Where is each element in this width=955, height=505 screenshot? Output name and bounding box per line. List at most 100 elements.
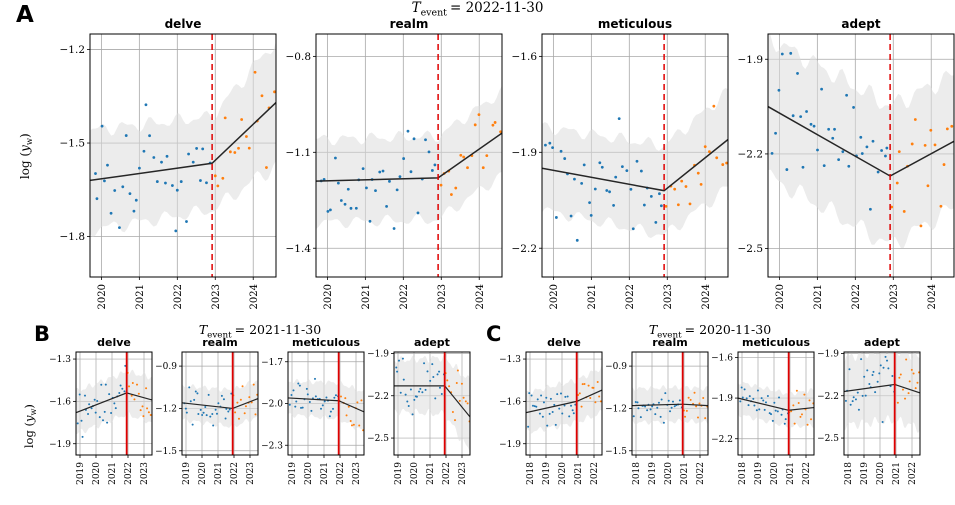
panel-a-label: A <box>16 2 34 28</box>
x-tick-label: 2021 <box>361 284 372 309</box>
y-tick-label: −1.6 <box>49 397 71 407</box>
x-tick-label: 2023 <box>663 284 674 309</box>
y-tick-label: −2.2 <box>512 243 538 255</box>
plot-area <box>738 381 814 428</box>
t-event-subscript-b: event <box>207 330 232 341</box>
x-tick-label: 2021 <box>320 462 330 485</box>
subplot-meticulous: meticulous −1.7 −2.0 −2.3 2019 2020 2021 2022 20… <box>261 336 365 485</box>
axes-border <box>631 351 709 456</box>
confidence-band <box>288 378 364 431</box>
scatter-points <box>739 386 814 426</box>
y-tick-label: −1.5 <box>155 447 177 457</box>
scatter-points <box>844 355 920 424</box>
axes-border <box>767 33 955 278</box>
x-tick-label: 2020 <box>664 462 674 485</box>
x-tick-label: 2018 <box>526 462 536 485</box>
y-tick-label: −2.0 <box>261 400 283 410</box>
scatter-points <box>544 104 728 242</box>
x-tick-label: 2019 <box>860 462 870 485</box>
panel-b-title: Tevent = 2021-11-30 <box>48 322 472 341</box>
y-tick-label: −2.2 <box>367 392 389 402</box>
x-tick-label: 2022 <box>173 284 184 309</box>
panel-b-charts: delve −1.3 −1.6 −1.9 2019 2020 2021 2022 2023 rea… <box>48 336 472 501</box>
y-tick-label: −2.2 <box>738 148 764 160</box>
y-tick-label: −1.6 <box>512 51 538 63</box>
t-event-date-a: = 2022-11-30 <box>449 0 544 16</box>
y-tick-label: −1.9 <box>49 440 71 450</box>
x-tick-label: 2024 <box>927 284 938 309</box>
scatter-points <box>527 380 602 428</box>
confidence-band <box>76 369 152 435</box>
plot-area <box>844 352 920 434</box>
panel-B: B Tevent = 2021-11-30 log (yw) delve −1.3 −… <box>0 322 486 505</box>
x-tick-label: 2022 <box>124 462 134 485</box>
x-tick-label: 2022 <box>590 462 600 485</box>
y-tick-label: −1.3 <box>499 355 521 365</box>
plot-area <box>90 41 276 237</box>
scatter-points <box>94 70 276 233</box>
confidence-band <box>394 354 470 455</box>
trend-line <box>90 101 276 182</box>
subplot-delve: delve −1.3 −1.6 −1.9 2019 2020 2021 2022 2023 <box>49 336 153 485</box>
x-tick-label: 2021 <box>135 284 146 309</box>
x-tick-label: 2024 <box>249 284 260 309</box>
axes-border <box>843 351 921 456</box>
x-tick-label: 2018 <box>738 462 748 485</box>
trend-line <box>542 138 728 192</box>
y-axis-label-b: log (yw) <box>21 404 39 449</box>
x-tick-label: 2022 <box>908 462 918 485</box>
y-axis-label-a: log (yw) <box>17 133 35 180</box>
axes-border <box>541 33 729 278</box>
x-tick-label: 2021 <box>426 462 436 485</box>
y-tick-label: −2.2 <box>711 435 733 445</box>
x-tick-label: 2018 <box>844 462 854 485</box>
x-tick-label: 2019 <box>182 462 192 485</box>
x-tick-label: 2021 <box>680 462 690 485</box>
x-tick-label: 2018 <box>632 462 642 485</box>
x-tick-label: 2020 <box>92 462 102 485</box>
x-tick-label: 2020 <box>198 462 208 485</box>
y-tick-label: −1.4 <box>286 243 312 255</box>
x-tick-label: 2021 <box>108 462 118 485</box>
y-tick-label: −1.9 <box>738 54 764 66</box>
subplot-title-adept: adept <box>841 17 880 31</box>
x-tick-label: 2019 <box>648 462 658 485</box>
x-tick-label: 2020 <box>558 462 568 485</box>
subplot-title-meticulous: meticulous <box>742 336 810 349</box>
subplot-adept: adept −1.9 −2.2 −2.5 2019 2020 2021 2022 2023 <box>367 336 471 485</box>
x-tick-label: 2022 <box>851 284 862 309</box>
y-tick-label: −0.9 <box>155 362 177 372</box>
x-tick-label: 2023 <box>437 284 448 309</box>
x-tick-label: 2024 <box>701 284 712 309</box>
y-tick-label: −1.8 <box>60 231 86 243</box>
y-tick-label: −1.5 <box>605 447 627 457</box>
plot-area <box>182 379 258 428</box>
confidence-band <box>844 352 920 434</box>
subplot-title-delve: delve <box>547 336 581 349</box>
panel-b-label: B <box>34 322 51 346</box>
scatter-points <box>395 357 470 423</box>
y-tick-label: −0.8 <box>286 51 312 63</box>
x-tick-label: 2022 <box>696 462 706 485</box>
axes-border <box>181 351 259 456</box>
x-tick-label: 2022 <box>399 284 410 309</box>
t-event-date-c: = 2020-11-30 <box>684 322 772 337</box>
t-event-symbol-c: T <box>648 322 658 337</box>
panel-c-title: Tevent = 2020-11-30 <box>498 322 922 341</box>
x-tick-label: 2022 <box>442 462 452 485</box>
scatter-points <box>76 364 152 438</box>
y-tick-label: −1.9 <box>711 394 733 404</box>
t-event-date-b: = 2021-11-30 <box>234 322 322 337</box>
plot-area <box>76 364 152 438</box>
subplot-meticulous: meticulous −1.6 −1.9 −2.2 2020 2021 2022 2023 20… <box>512 17 729 309</box>
subplot-adept: adept −1.9 −2.2 −2.5 2020 2021 2022 2023 2024 <box>738 17 955 309</box>
axes-border <box>525 351 603 456</box>
x-tick-label: 2021 <box>813 284 824 309</box>
subplot-delve: delve −1.2 −1.5 −1.8 2020 2021 2022 2023 2024 <box>60 17 277 309</box>
y-tick-label: −2.5 <box>367 434 389 444</box>
x-tick-label: 2023 <box>458 462 468 485</box>
confidence-band <box>542 87 728 239</box>
x-tick-label: 2020 <box>775 284 786 309</box>
x-tick-label: 2021 <box>786 462 796 485</box>
